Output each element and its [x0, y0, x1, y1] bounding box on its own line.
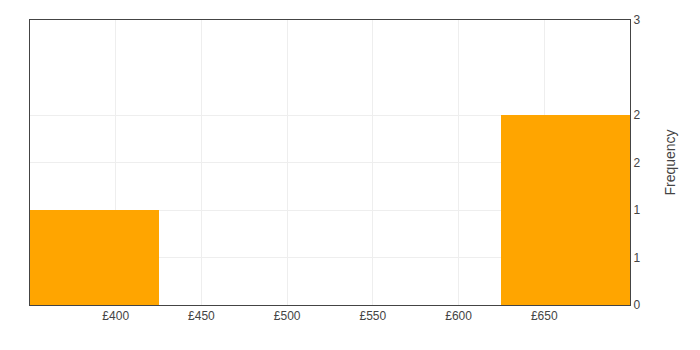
svg-text:£500: £500 — [274, 309, 301, 323]
svg-text:0: 0 — [633, 298, 640, 312]
svg-text:£400: £400 — [102, 309, 129, 323]
svg-text:1: 1 — [633, 203, 640, 217]
svg-text:£650: £650 — [531, 309, 558, 323]
svg-text:2: 2 — [633, 156, 640, 170]
svg-text:3: 3 — [633, 13, 640, 27]
svg-text:£450: £450 — [188, 309, 215, 323]
svg-text:1: 1 — [633, 251, 640, 265]
svg-text:£550: £550 — [360, 309, 387, 323]
svg-text:£600: £600 — [445, 309, 472, 323]
svg-text:2: 2 — [633, 108, 640, 122]
svg-text:Frequency: Frequency — [662, 129, 678, 195]
